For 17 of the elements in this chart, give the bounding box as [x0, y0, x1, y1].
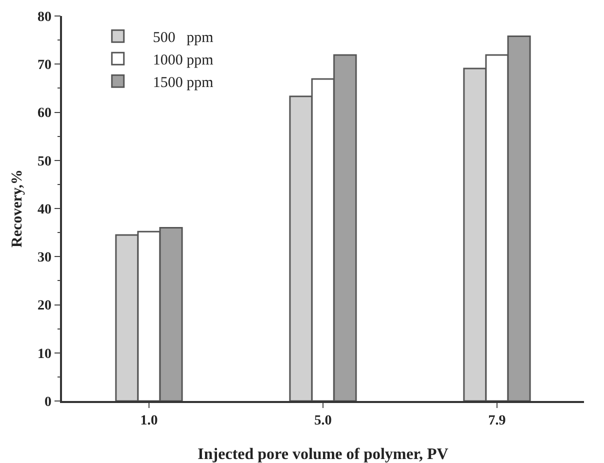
legend-label: 1000 ppm	[152, 52, 214, 68]
y-tick-label: 20	[37, 298, 52, 314]
x-tick-label: 7.9	[488, 414, 506, 429]
y-tick-label: 30	[37, 250, 52, 266]
legend-label: 500 ppm	[152, 30, 214, 46]
y-tick-label: 80	[37, 10, 52, 25]
x-tick-label: 1.0	[140, 414, 158, 429]
legend-label: 1500 ppm	[152, 74, 214, 91]
y-axis-title: Recovery,%	[10, 170, 26, 248]
y-tick-label: 0	[44, 394, 52, 410]
y-tick-label: 70	[37, 58, 52, 74]
y-tick-label: 50	[37, 154, 52, 170]
y-tick-label: 40	[37, 202, 52, 218]
x-tick-label: 5.0	[314, 414, 332, 429]
y-tick-label: 10	[37, 346, 52, 362]
x-axis-title: Injected pore volume of polymer, PV	[198, 446, 449, 463]
y-tick-label: 60	[37, 106, 52, 122]
